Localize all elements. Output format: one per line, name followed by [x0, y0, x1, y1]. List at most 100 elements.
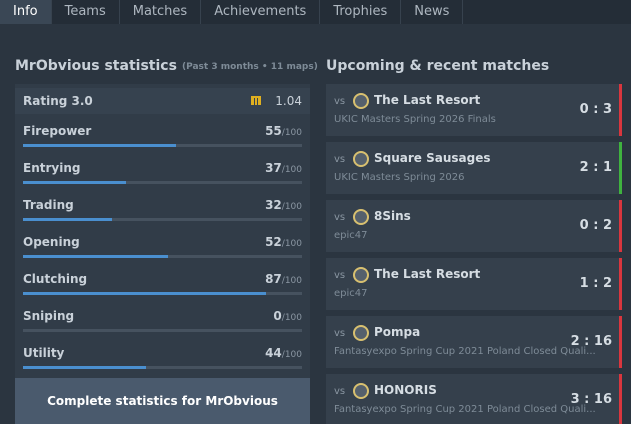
matches-title: Upcoming & recent matches [326, 58, 550, 74]
bar-track [23, 218, 302, 221]
team-logo [353, 383, 369, 399]
stat-bar [23, 255, 169, 258]
stat-bar [23, 292, 266, 295]
result-indicator [619, 200, 622, 252]
match-score: 2 : 16 [570, 334, 612, 349]
match-card[interactable]: vs HONORIS Fantasyexpo Spring Cup 2021 Pol… [326, 374, 622, 424]
stat-max: /100 [281, 350, 302, 360]
tab[interactable]: News [401, 0, 464, 24]
team-logo [353, 151, 369, 167]
stat-max: /100 [281, 313, 302, 323]
vs-label: vs [334, 386, 346, 397]
stat-name: Clutching [23, 272, 88, 286]
rating-row: Rating 3.0 1.04 [15, 88, 310, 114]
match-score: 3 : 16 [570, 392, 612, 407]
match-score: 2 : 1 [579, 160, 612, 175]
stats-subtitle: (Past 3 months • 11 maps) [182, 62, 318, 72]
stat-name: Entrying [23, 161, 81, 175]
result-indicator [619, 316, 622, 368]
bar-track [23, 292, 302, 295]
stat-bar [23, 181, 127, 184]
complete-stats-button[interactable]: Complete statistics for MrObvious [15, 378, 310, 424]
vs-label: vs [334, 328, 346, 339]
stat-value: 44/100 [265, 346, 302, 360]
stat-name: Firepower [23, 124, 92, 138]
stat-value: 37/100 [265, 161, 302, 175]
stat-value: 87/100 [265, 272, 302, 286]
stat-name: Utility [23, 346, 65, 360]
match-card[interactable]: vs The Last Resort epic47 1 : 2 [326, 258, 622, 310]
event-name: epic47 [334, 230, 368, 241]
stats-title: MrObvious statistics [15, 58, 177, 74]
stat-max: /100 [281, 165, 302, 175]
team-name: The Last Resort [374, 267, 481, 281]
match-score: 0 : 3 [579, 102, 612, 117]
vs-label: vs [334, 270, 346, 281]
bar-track [23, 255, 302, 258]
rating-value: 1.04 [275, 94, 302, 108]
match-card[interactable]: vs Pompa Fantasyexpo Spring Cup 2021 Polan… [326, 316, 622, 368]
result-indicator [619, 142, 622, 194]
result-indicator [619, 84, 622, 136]
match-score: 0 : 2 [579, 218, 612, 233]
stat-number: 52 [265, 235, 282, 249]
stat-max: /100 [281, 202, 302, 212]
stat-name: Sniping [23, 309, 75, 323]
team-name: Pompa [374, 325, 421, 339]
event-name: Fantasyexpo Spring Cup 2021 Poland Close… [334, 404, 596, 415]
match-card[interactable]: vs Square Sausages UKIC Masters Spring 202… [326, 142, 622, 194]
event-name: UKIC Masters Spring 2026 [334, 172, 465, 183]
event-name: UKIC Masters Spring 2026 Finals [334, 114, 496, 125]
stat-name: Opening [23, 235, 80, 249]
tab[interactable]: Achievements [201, 0, 321, 24]
team-logo [353, 325, 369, 341]
stat-number: 44 [265, 346, 282, 360]
team-name: 8Sins [374, 209, 411, 223]
bar-track [23, 329, 302, 332]
tab[interactable]: Teams [52, 0, 120, 24]
team-name: The Last Resort [374, 93, 481, 107]
stat-number: 37 [265, 161, 282, 175]
stat-value: 0/100 [273, 309, 302, 323]
team-logo [353, 93, 369, 109]
vs-label: vs [334, 154, 346, 165]
bar-track [23, 181, 302, 184]
stat-bar [23, 366, 146, 369]
stats-panel: Rating 3.0 1.04 Firepower 55/100 Entrying 3… [15, 84, 310, 378]
team-logo [353, 209, 369, 225]
event-name: epic47 [334, 288, 368, 299]
stat-value: 52/100 [265, 235, 302, 249]
stat-bar [23, 144, 177, 147]
rating-icon [251, 96, 261, 105]
match-score: 1 : 2 [579, 276, 612, 291]
bar-track [23, 144, 302, 147]
match-card[interactable]: vs 8Sins epic47 0 : 2 [326, 200, 622, 252]
tab[interactable]: Info [0, 0, 52, 24]
vs-label: vs [334, 212, 346, 223]
stat-max: /100 [281, 239, 302, 249]
tab-bar: Info Teams Matches Achievements Trophies News [0, 0, 631, 24]
stat-name: Trading [23, 198, 74, 212]
tab[interactable]: Matches [120, 0, 202, 24]
team-name: HONORIS [374, 383, 437, 397]
team-name: Square Sausages [374, 151, 491, 165]
match-card[interactable]: vs The Last Resort UKIC Masters Spring 202… [326, 84, 622, 136]
stat-bar [23, 218, 113, 221]
stat-max: /100 [281, 276, 302, 286]
result-indicator [619, 374, 622, 424]
stat-value: 32/100 [265, 198, 302, 212]
stat-number: 87 [265, 272, 282, 286]
event-name: Fantasyexpo Spring Cup 2021 Poland Close… [334, 346, 596, 357]
bar-track [23, 366, 302, 369]
vs-label: vs [334, 96, 346, 107]
rating-label: Rating 3.0 [23, 94, 93, 108]
stat-number: 32 [265, 198, 282, 212]
tab[interactable]: Trophies [320, 0, 402, 24]
stat-max: /100 [281, 128, 302, 138]
stat-number: 0 [273, 309, 282, 323]
stat-value: 55/100 [265, 124, 302, 138]
team-logo [353, 267, 369, 283]
result-indicator [619, 258, 622, 310]
stat-number: 55 [265, 124, 282, 138]
